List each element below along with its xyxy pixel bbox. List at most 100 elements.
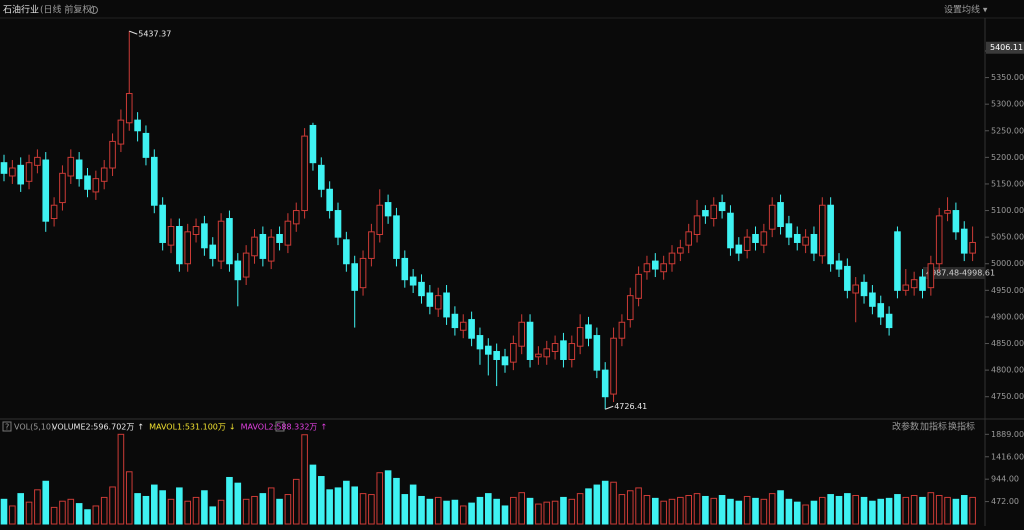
indicator-arrow: ↑: [320, 423, 327, 432]
close-icon[interactable]: [275, 421, 285, 432]
candle-body: [459, 321, 467, 331]
volume-bar: [434, 496, 442, 525]
volume-bar: [543, 501, 551, 525]
candle-body: [92, 178, 100, 193]
volume-bar: [276, 498, 283, 525]
volume-bar: [134, 493, 141, 525]
chart-subtitle: (日线 前复权): [40, 4, 95, 16]
volume-bar: [226, 476, 233, 525]
volume-bar: [284, 494, 292, 525]
help-icon[interactable]: [2, 421, 12, 432]
y-tick-label: 944.00: [991, 475, 1019, 484]
volume-bar: [217, 499, 225, 525]
candle-body: [802, 236, 809, 246]
volume-bar: [518, 492, 526, 525]
candle-body: [159, 204, 166, 243]
volume-bar: [844, 493, 851, 525]
volume-bar: [451, 499, 459, 525]
volume-bar: [92, 505, 100, 525]
candle-body: [727, 212, 734, 249]
y-tick-label: 4950.00: [991, 286, 1024, 295]
candle-body: [125, 93, 133, 124]
volume-bar: [618, 494, 626, 525]
candle-body: [351, 263, 358, 291]
indicator-value: VOLUME2:596.702万: [52, 423, 134, 432]
candle-body: [192, 226, 200, 235]
volume-bar: [301, 434, 308, 525]
volume-bar: [902, 496, 910, 525]
volume-bar: [735, 500, 743, 525]
candle-body: [151, 156, 158, 206]
min-leader: [605, 405, 614, 410]
volume-bar: [50, 506, 58, 525]
candle-body: [100, 167, 108, 182]
y-tick-label: 4800.00: [991, 366, 1024, 375]
volume-bar: [560, 496, 567, 525]
candle-body: [869, 292, 876, 307]
candle-body: [434, 295, 442, 310]
settings-icon[interactable]: [90, 6, 98, 14]
y-tick-label: 1416.00: [991, 452, 1024, 461]
max-label: 5437.37: [138, 30, 171, 39]
y-tick-label: 5000.00: [991, 259, 1024, 268]
candle-body: [610, 337, 617, 395]
volume-bar: [860, 496, 868, 525]
y-tick-label: 4850.00: [991, 339, 1024, 348]
candle-body: [685, 231, 693, 246]
volume-bar: [677, 496, 684, 525]
ma-button[interactable]: 设置均线 ▾: [944, 4, 988, 16]
candle-body: [810, 233, 818, 254]
candle-body: [560, 340, 567, 360]
candle-body: [318, 164, 325, 190]
y-tick-label: 5150.00: [991, 179, 1024, 188]
indicator-button[interactable]: 改参数: [892, 421, 919, 433]
indicator-button[interactable]: 加指标: [920, 421, 947, 433]
candle-body: [284, 220, 292, 246]
volume-bar: [685, 495, 693, 525]
volume-bar: [151, 484, 158, 525]
volume-bar: [835, 495, 843, 525]
candle-body: [518, 321, 526, 347]
candle-body: [785, 223, 793, 238]
candle-body: [860, 281, 868, 297]
indicator-name: VOL(5,10): [14, 423, 54, 432]
candle-body: [535, 353, 542, 358]
candle-body: [618, 321, 626, 339]
candle-body: [551, 343, 559, 353]
candle-body: [777, 202, 784, 228]
candle-body: [309, 124, 317, 164]
volume-bar: [409, 484, 417, 525]
indicator-arrow: ↑: [137, 423, 144, 432]
candle-body: [276, 233, 283, 243]
volume-bar: [526, 497, 534, 525]
candle-body: [242, 252, 250, 278]
candle-body: [384, 202, 392, 217]
candle-body: [819, 204, 826, 257]
max-leader: [129, 30, 138, 35]
volume-bar: [17, 493, 24, 525]
candle-body: [852, 284, 860, 294]
candle-body: [952, 210, 960, 233]
indicator-button[interactable]: 换指标: [948, 421, 975, 433]
volume-bar: [359, 493, 367, 525]
volume-bar: [660, 500, 667, 525]
volume-bar: [334, 487, 342, 525]
volume-bar: [100, 496, 108, 525]
volume-bar: [192, 496, 200, 525]
candle-body: [501, 356, 509, 366]
candle-body: [334, 210, 342, 238]
volume-bar: [351, 486, 358, 525]
candle-body: [702, 210, 709, 217]
candle-body: [935, 215, 943, 265]
candle-body: [752, 233, 759, 243]
candle-body: [9, 167, 16, 177]
volume-bar: [768, 493, 776, 525]
volume-bar: [793, 501, 801, 525]
candle-body: [368, 231, 375, 259]
volume-bar: [184, 500, 191, 525]
candle-body: [969, 241, 976, 254]
candle-body: [643, 263, 651, 273]
volume-bar: [852, 495, 860, 525]
candle-body: [409, 276, 417, 286]
